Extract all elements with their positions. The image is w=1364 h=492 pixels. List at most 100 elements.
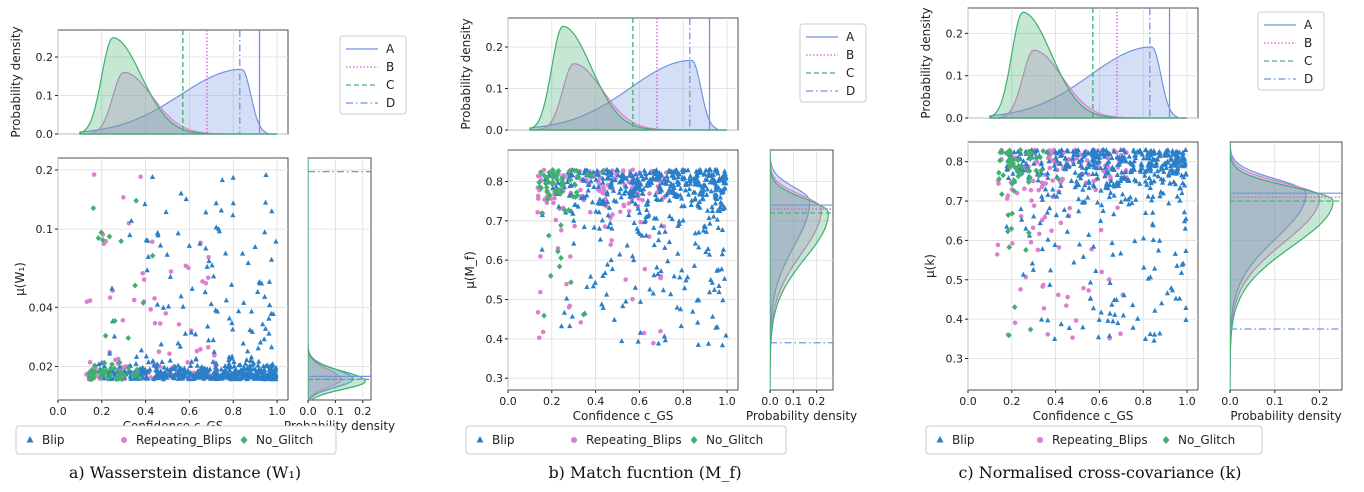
point-blip <box>1062 155 1068 161</box>
point-blip <box>1177 197 1183 203</box>
point-blip <box>248 357 254 363</box>
point-blip <box>210 337 216 343</box>
point-blip <box>239 250 246 256</box>
legend-label-d: D <box>846 84 855 98</box>
point-blip <box>675 174 681 180</box>
point-blip <box>1159 164 1165 170</box>
point-no-glitch <box>91 362 98 369</box>
point-blip <box>1145 149 1151 155</box>
point-blip <box>658 222 664 228</box>
point-no-glitch <box>1038 167 1045 174</box>
point-no-glitch <box>544 174 551 181</box>
point-blip <box>651 272 657 278</box>
point-no-glitch <box>119 370 126 377</box>
top-plot-frame <box>507 17 739 131</box>
scatter-points <box>84 171 279 383</box>
point-blip <box>626 212 632 218</box>
point-blip <box>1094 153 1100 159</box>
scatter-legend-box <box>465 425 787 455</box>
point-blip <box>709 175 716 181</box>
point-blip <box>1148 152 1154 158</box>
point-blip <box>1150 156 1156 162</box>
point-blip <box>650 175 656 181</box>
point-blip <box>1086 164 1092 170</box>
point-no-glitch <box>571 167 578 174</box>
point-blip <box>1168 154 1174 160</box>
point-blip <box>1045 317 1051 323</box>
point-blip <box>1132 238 1138 244</box>
point-blip <box>1115 180 1122 186</box>
point-repeating-blips <box>608 242 613 248</box>
point-blip <box>644 206 650 212</box>
y-axis-label: μ(k) <box>923 254 937 278</box>
point-blip <box>604 175 610 181</box>
point-blip <box>1148 168 1154 174</box>
point-blip <box>1076 241 1083 247</box>
point-blip <box>1098 202 1105 208</box>
point-blip <box>712 191 718 197</box>
point-no-glitch <box>553 189 560 196</box>
point-no-glitch <box>539 210 546 217</box>
point-blip <box>670 188 677 194</box>
point-blip <box>209 262 215 268</box>
point-no-glitch <box>561 206 568 213</box>
point-blip <box>674 304 680 310</box>
point-blip <box>571 240 577 246</box>
point-blip <box>680 169 686 175</box>
point-blip <box>607 220 613 226</box>
point-no-glitch <box>546 169 552 176</box>
point-blip <box>1146 175 1152 181</box>
point-repeating-blips <box>558 227 564 233</box>
point-blip <box>230 326 236 332</box>
point-blip <box>593 176 599 182</box>
point-blip <box>1179 172 1185 178</box>
point-blip <box>712 166 718 172</box>
line-legend-box <box>799 23 867 103</box>
point-repeating-blips <box>1035 247 1041 253</box>
point-blip <box>253 368 259 374</box>
point-blip <box>572 201 578 207</box>
point-blip <box>698 169 704 175</box>
top-ylabel: Probability density <box>459 18 473 129</box>
point-blip <box>1078 157 1084 163</box>
point-blip <box>1178 269 1185 275</box>
xtick-label: 0.2 <box>93 405 111 418</box>
right-plot-frame <box>769 149 834 391</box>
point-blip <box>571 217 577 223</box>
point-blip <box>164 366 170 372</box>
point-blip <box>1167 180 1173 186</box>
point-blip <box>1115 320 1121 326</box>
point-blip <box>690 308 696 314</box>
point-blip <box>719 342 726 348</box>
point-repeating-blips <box>658 328 663 334</box>
point-no-glitch <box>1008 155 1014 162</box>
point-blip <box>676 171 682 177</box>
legend-label-d: D <box>386 96 395 110</box>
point-blip <box>207 366 213 372</box>
point-repeating-blips <box>640 197 645 203</box>
point-blip <box>257 339 263 345</box>
point-no-glitch <box>546 232 552 239</box>
point-blip <box>1168 163 1174 169</box>
point-blip <box>632 201 639 207</box>
point-blip <box>213 200 219 206</box>
point-blip <box>1086 231 1092 237</box>
point-blip <box>590 169 597 175</box>
point-blip <box>1177 295 1183 301</box>
legend-label-no-glitch: No_Glitch <box>1178 433 1235 447</box>
point-blip <box>692 195 698 201</box>
point-repeating-blips <box>1065 294 1071 300</box>
point-blip <box>1065 212 1071 218</box>
point-blip <box>1149 197 1155 203</box>
point-blip <box>647 286 653 292</box>
point-blip <box>1058 182 1064 188</box>
point-blip <box>611 316 617 322</box>
point-blip <box>662 337 668 343</box>
point-blip <box>233 366 239 372</box>
point-repeating-blips <box>1045 155 1051 161</box>
legend-label-blip: Blip <box>952 433 975 447</box>
line-legend-box <box>1257 11 1325 91</box>
point-no-glitch <box>1009 210 1015 217</box>
point-no-glitch <box>558 222 564 229</box>
